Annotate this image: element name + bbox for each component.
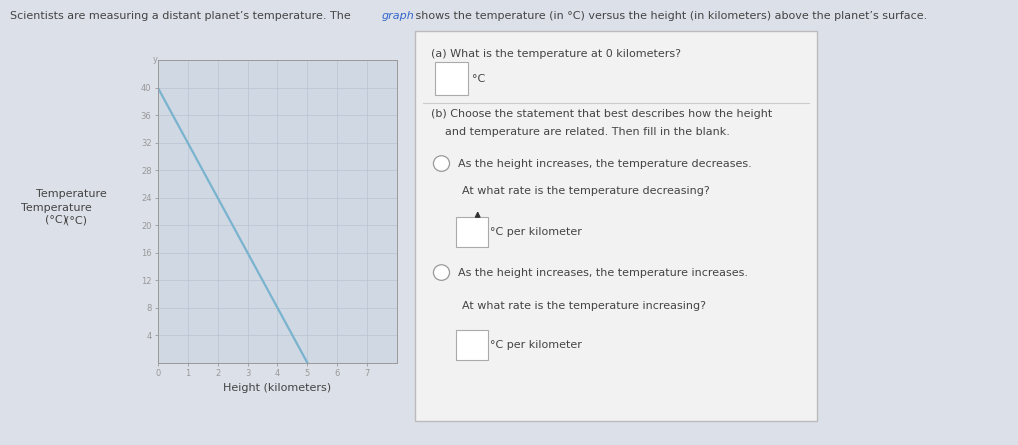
Text: (°C): (°C): [65, 215, 88, 225]
FancyBboxPatch shape: [455, 330, 488, 360]
Text: At what rate is the temperature decreasing?: At what rate is the temperature decreasi…: [461, 186, 710, 196]
Text: °C per kilometer: °C per kilometer: [490, 227, 581, 237]
X-axis label: Height (kilometers): Height (kilometers): [223, 384, 332, 393]
Text: (b) Choose the statement that best describes how the height: (b) Choose the statement that best descr…: [432, 109, 773, 119]
FancyBboxPatch shape: [436, 62, 467, 95]
Text: graph: graph: [382, 11, 414, 21]
Text: and temperature are related. Then fill in the blank.: and temperature are related. Then fill i…: [432, 126, 730, 137]
Text: At what rate is the temperature increasing?: At what rate is the temperature increasi…: [461, 301, 705, 311]
Circle shape: [434, 156, 450, 171]
Text: shows the temperature (in °C) versus the height (in kilometers) above the planet: shows the temperature (in °C) versus the…: [412, 11, 927, 21]
Text: °C per kilometer: °C per kilometer: [490, 340, 581, 350]
Circle shape: [434, 265, 450, 280]
Text: As the height increases, the temperature decreases.: As the height increases, the temperature…: [457, 158, 751, 169]
FancyBboxPatch shape: [455, 217, 488, 247]
Text: As the height increases, the temperature increases.: As the height increases, the temperature…: [457, 267, 747, 278]
FancyBboxPatch shape: [415, 31, 817, 421]
Text: (a) What is the temperature at 0 kilometers?: (a) What is the temperature at 0 kilomet…: [432, 49, 681, 59]
Text: y: y: [153, 55, 158, 64]
Text: Temperature: Temperature: [36, 189, 107, 198]
Text: Temperature
(°C): Temperature (°C): [20, 203, 92, 224]
Text: Scientists are measuring a distant planet’s temperature. The: Scientists are measuring a distant plane…: [10, 11, 354, 21]
Text: °C: °C: [471, 74, 485, 84]
